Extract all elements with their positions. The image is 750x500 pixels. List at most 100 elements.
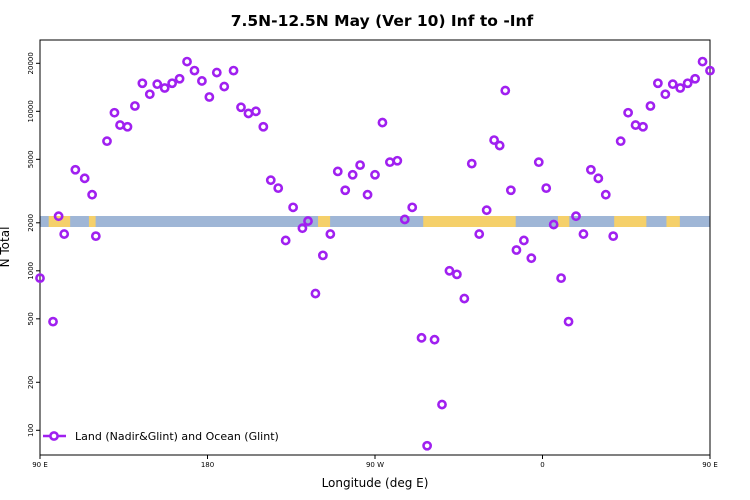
data-point	[533, 157, 544, 168]
data-point	[250, 106, 261, 117]
data-point	[690, 73, 701, 84]
data-point	[159, 83, 170, 93]
ocean-band	[40, 216, 710, 227]
data-point	[615, 136, 626, 147]
data-point	[600, 189, 611, 200]
y-tick-label: 5000	[27, 150, 35, 168]
data-point	[608, 231, 619, 242]
data-point	[444, 265, 455, 276]
x-tick-label: 90 E	[702, 461, 718, 469]
land-segment	[423, 216, 516, 227]
y-tick-label: 20000	[27, 52, 35, 74]
y-tick-label: 1000	[27, 262, 35, 280]
x-tick-label: 90 E	[32, 461, 48, 469]
y-tick-label: 10000	[27, 100, 35, 122]
data-point	[399, 214, 410, 225]
y-tick-label: 200	[27, 376, 35, 389]
data-point	[437, 399, 447, 410]
legend-label: Land (Nadir&Glint) and Ocean (Glint)	[75, 430, 279, 443]
data-point	[35, 273, 45, 284]
data-point	[585, 164, 596, 175]
data-point	[273, 183, 284, 194]
data-point	[500, 85, 511, 96]
data-point	[429, 334, 440, 345]
data-point	[102, 136, 112, 147]
data-point	[48, 316, 58, 327]
data-point	[593, 173, 604, 184]
data-point	[578, 229, 589, 239]
land-segment	[614, 216, 647, 227]
data-point	[182, 56, 192, 67]
x-axis-label: Longitude (deg E)	[322, 476, 429, 490]
data-point	[667, 79, 678, 90]
data-point	[422, 440, 433, 451]
data-point	[130, 101, 140, 111]
data-point	[660, 89, 671, 100]
data-point	[563, 316, 574, 327]
data-point	[53, 211, 64, 222]
data-point	[623, 107, 634, 118]
x-tick-label: 0	[540, 461, 544, 469]
data-point	[377, 117, 388, 128]
data-point	[526, 253, 537, 264]
data-point	[90, 231, 101, 242]
data-point	[697, 56, 708, 67]
data-point	[280, 235, 291, 246]
land-segment	[557, 216, 570, 227]
data-point	[265, 175, 276, 186]
data-point	[494, 140, 505, 151]
data-point	[362, 189, 373, 200]
data-point	[556, 273, 567, 284]
data-point	[518, 235, 529, 246]
x-tick-label: 90 W	[366, 461, 384, 469]
data-point	[392, 155, 403, 166]
land-segment	[318, 216, 331, 227]
data-point	[137, 78, 148, 89]
data-point	[236, 102, 246, 113]
legend: Land (Nadir&Glint) and Ocean (Glint)	[43, 430, 279, 443]
y-axis-label: N Total	[0, 227, 12, 268]
data-point	[355, 160, 366, 171]
x-axis: 90 E 180 90 W 0 90 E	[32, 455, 718, 469]
data-point	[548, 219, 559, 230]
data-point	[652, 78, 663, 89]
map-strip	[40, 216, 710, 227]
data-point	[682, 78, 693, 89]
data-point	[675, 83, 686, 93]
data-point	[189, 65, 200, 76]
data-point	[79, 173, 90, 184]
data-point	[638, 121, 648, 132]
data-point	[317, 250, 328, 261]
data-point	[451, 269, 462, 280]
data-point	[310, 288, 321, 299]
x-tick-label: 180	[201, 461, 214, 469]
land-segment	[666, 216, 680, 227]
data-point	[407, 202, 418, 213]
data-point	[416, 332, 427, 343]
data-point	[511, 245, 522, 255]
data-point	[258, 121, 269, 132]
chart-title: 7.5N-12.5N May (Ver 10) Inf to -Inf	[231, 12, 534, 30]
data-point	[370, 169, 380, 180]
land-segment	[48, 216, 71, 227]
data-point	[481, 205, 492, 216]
data-point	[297, 223, 308, 234]
data-point	[474, 229, 485, 239]
legend-marker	[49, 431, 59, 441]
data-point	[505, 185, 516, 196]
data-point	[228, 65, 239, 76]
data-point	[197, 76, 207, 86]
data-point	[70, 164, 81, 175]
data-point	[645, 101, 656, 111]
data-point	[340, 185, 351, 196]
data-point	[332, 166, 343, 177]
data-point	[466, 158, 477, 169]
data-point	[288, 202, 299, 213]
data-points	[35, 56, 715, 451]
data-point	[122, 121, 133, 132]
data-point	[347, 169, 358, 180]
data-point	[144, 89, 155, 100]
data-point	[152, 79, 163, 90]
